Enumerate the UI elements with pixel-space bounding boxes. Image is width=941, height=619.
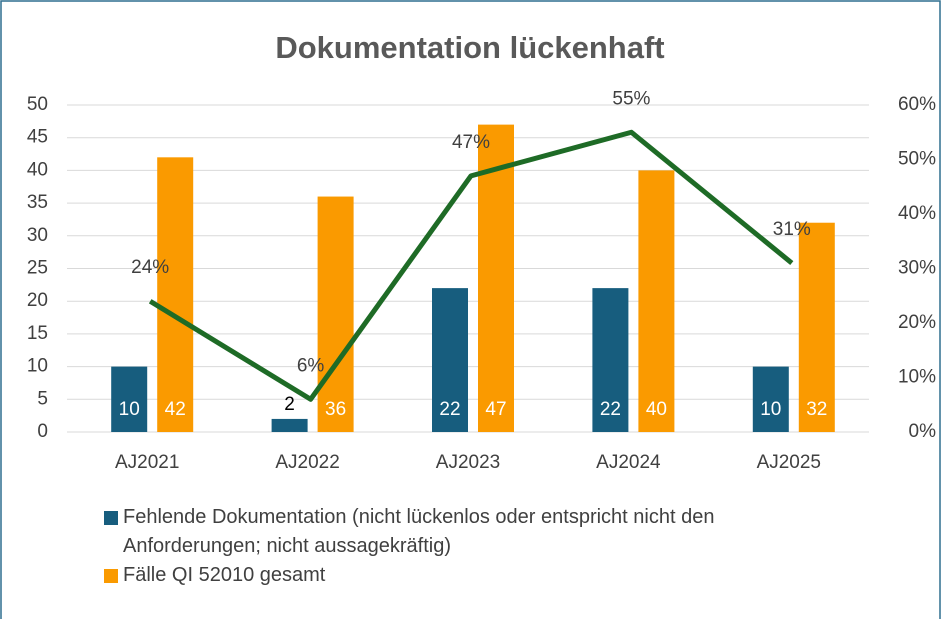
- line: [148, 129, 794, 402]
- bar-value-label: 2: [284, 394, 295, 415]
- bar-value-label: 40: [646, 399, 667, 420]
- line-value-label: 6%: [297, 355, 325, 376]
- bar-value-label: 42: [165, 399, 186, 420]
- bar: [432, 288, 468, 432]
- y2-tick-label: 50%: [898, 149, 936, 170]
- y-tick-label: 40: [27, 159, 48, 180]
- legend-label: Fälle QI 52010 gesamt: [123, 564, 326, 586]
- bar-value-label: 32: [806, 399, 827, 420]
- bar: [752, 366, 789, 432]
- bar: [111, 366, 148, 432]
- y2-tick-label: 60%: [898, 94, 936, 115]
- bar-value-label: 36: [325, 399, 346, 420]
- x-tick-label: AJ2025: [757, 452, 821, 473]
- x-tick-label: AJ2022: [275, 452, 339, 473]
- y-tick-label: 35: [27, 192, 48, 213]
- bar-value-label: 22: [439, 399, 460, 420]
- bar: [317, 196, 354, 432]
- bar-value-label: 10: [760, 399, 781, 420]
- line-value-label: 31%: [773, 219, 811, 240]
- y2-tick-label: 20%: [898, 312, 936, 333]
- y-tick-label: 20: [27, 290, 48, 311]
- legend-label: Fehlende Dokumentation (nicht lückenlos …: [123, 506, 715, 557]
- y-tick-label: 45: [27, 127, 48, 148]
- legend-swatch: [104, 569, 118, 583]
- y-tick-label: 30: [27, 225, 48, 246]
- line-value-label: 24%: [131, 257, 169, 278]
- chart-title: Dokumentation lückenhaft: [275, 30, 664, 65]
- y-tick-label: 50: [27, 94, 48, 115]
- x-tick-label: AJ2023: [436, 452, 500, 473]
- y-tick-label: 5: [37, 388, 48, 409]
- line-value-label: 55%: [612, 88, 650, 109]
- x-tick-label: AJ2021: [115, 452, 179, 473]
- bar: [478, 124, 514, 433]
- bar: [798, 222, 835, 432]
- y2-tick-label: 40%: [898, 203, 936, 224]
- y-tick-label: 0: [37, 421, 48, 442]
- x-tick-label: AJ2024: [596, 452, 661, 473]
- y2-tick-label: 30%: [898, 258, 936, 279]
- y-tick-label: 10: [27, 356, 48, 377]
- y2-tick-label: 0%: [909, 421, 937, 442]
- y-tick-label: 15: [27, 323, 48, 344]
- bar: [592, 288, 629, 432]
- bar-value-label: 22: [600, 399, 621, 420]
- bar-value-label: 47: [485, 399, 506, 420]
- bar: [271, 418, 308, 432]
- legend-swatch: [104, 511, 118, 525]
- line-value-label: 47%: [452, 132, 490, 153]
- legend-item: Fälle QI 52010 gesamt: [104, 561, 834, 590]
- legend-item: Fehlende Dokumentation (nicht lückenlos …: [104, 503, 834, 561]
- bar: [638, 170, 675, 432]
- bar: [157, 157, 194, 432]
- y-tick-label: 25: [27, 258, 48, 279]
- y2-tick-label: 10%: [898, 367, 936, 388]
- legend: Fehlende Dokumentation (nicht lückenlos …: [104, 503, 834, 590]
- bar-value-label: 10: [119, 399, 140, 420]
